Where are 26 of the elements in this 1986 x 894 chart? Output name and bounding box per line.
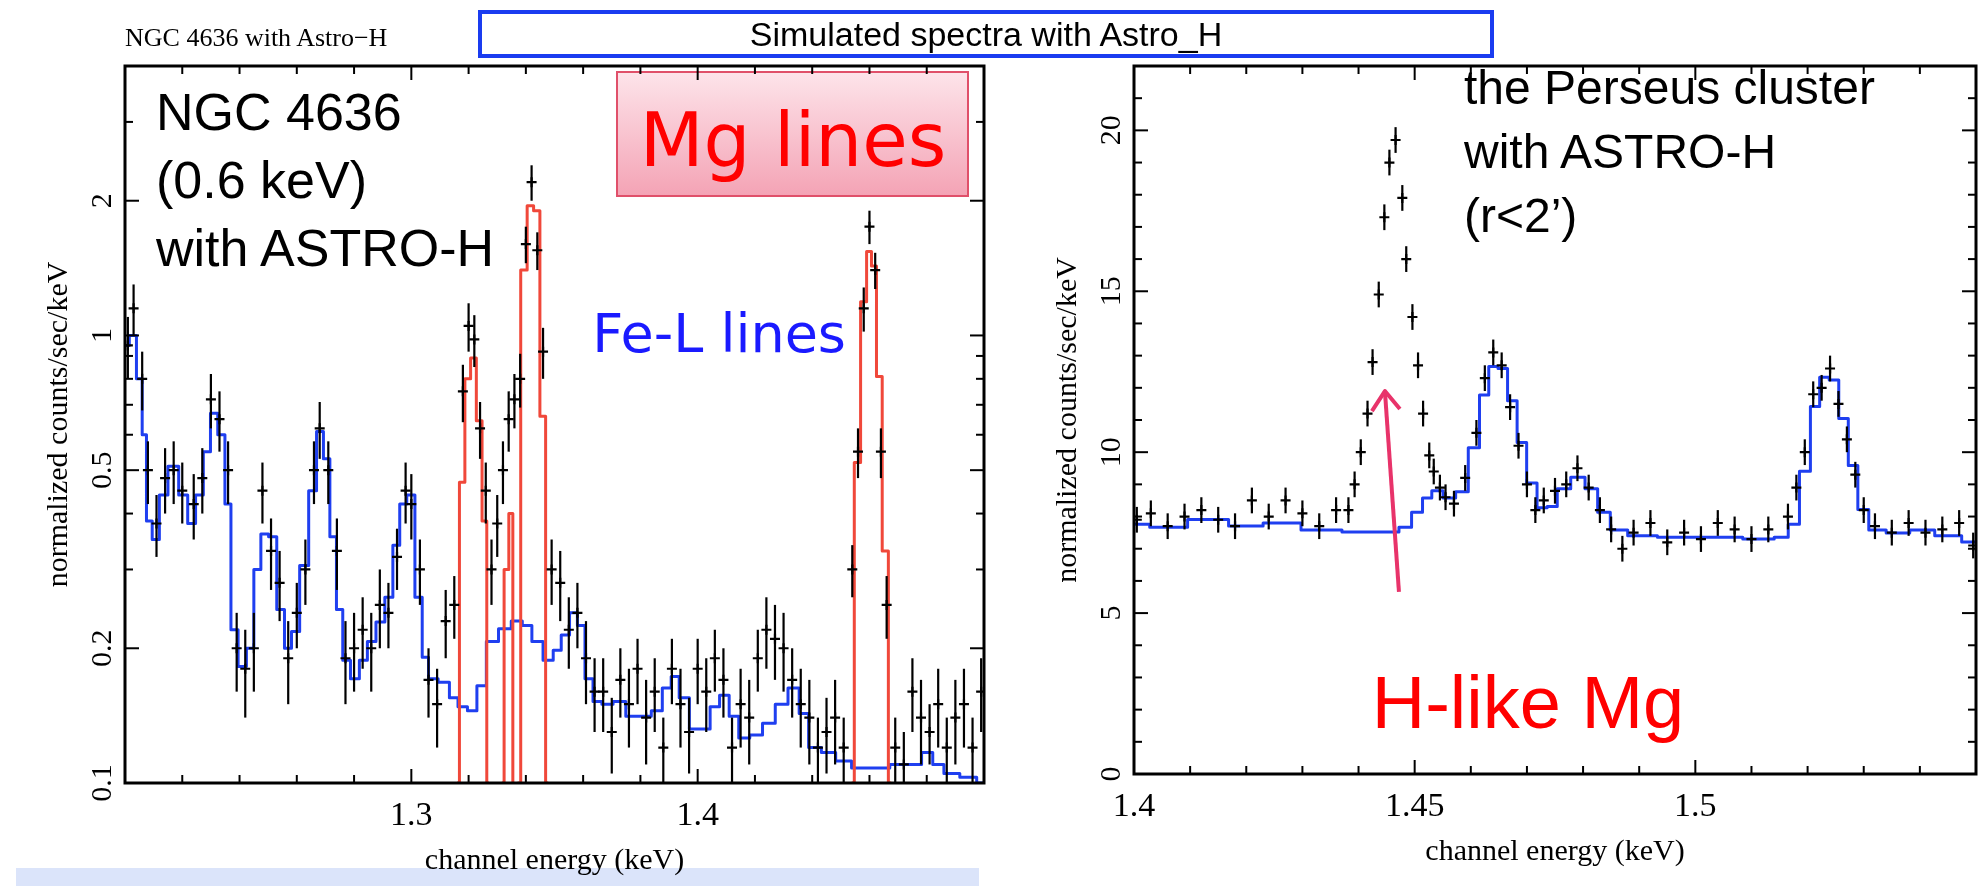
x-tick-label: 1.4: [676, 795, 719, 832]
x-tick-label: 1.4: [1112, 786, 1156, 823]
y-axis-title: normalized counts/sec/keV: [40, 261, 73, 588]
y-tick-label: 0.1: [84, 764, 117, 802]
y-tick-label: 5: [1093, 605, 1126, 621]
y-tick-label: 20: [1093, 115, 1126, 146]
x-axis-title: channel energy (keV): [1425, 833, 1685, 867]
y-tick-label: 10: [1093, 437, 1126, 468]
y-axis-title: normalized counts/sec/keV: [1049, 256, 1082, 583]
x-tick-label: 1.5: [1674, 786, 1717, 823]
x-axis-title: channel energy (keV): [424, 842, 685, 876]
annotation: H-like Mg: [1371, 661, 1685, 744]
annotation: Mg lines: [639, 97, 947, 183]
y-tick-label: 2: [84, 193, 117, 209]
text: Simulated spectra with Astro_H: [749, 15, 1223, 53]
x-tick-label: 1.3: [390, 795, 433, 832]
y-tick-label: 0.2: [84, 629, 117, 668]
y-tick-label: 0.5: [84, 451, 117, 489]
y-tick-label: 1: [84, 327, 117, 343]
annotation: NGC 4636 (0.6 keV) with ASTRO-H: [155, 83, 495, 277]
y-tick-label: 15: [1093, 276, 1126, 307]
x-tick-label: 1.45: [1384, 786, 1445, 823]
chart-title: NGC 4636 with Astro−H: [125, 23, 388, 52]
annotation: the Perseus cluster with ASTRO-H (r<2’): [1463, 61, 1875, 242]
y-tick-label: 0: [1093, 766, 1126, 782]
annotation: Fe-L lines: [592, 302, 846, 365]
